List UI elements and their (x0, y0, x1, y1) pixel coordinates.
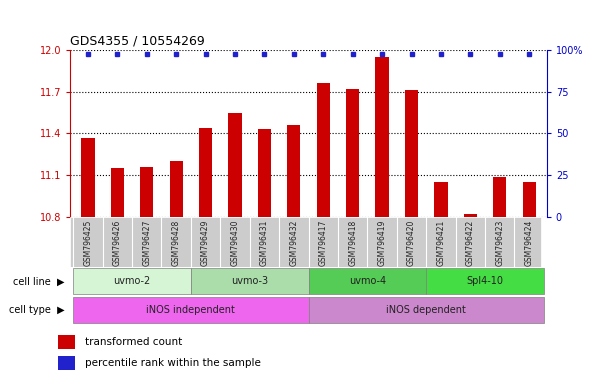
Bar (464, 214, 477, 217)
Text: uvmo-4: uvmo-4 (349, 276, 386, 286)
Bar (170, 161, 183, 217)
Bar (434, 182, 448, 217)
Text: GSM796423: GSM796423 (496, 220, 504, 266)
Bar (309, 268, 426, 294)
Text: transformed count: transformed count (85, 337, 182, 347)
Text: GSM796432: GSM796432 (290, 220, 298, 266)
Text: uvmo-2: uvmo-2 (114, 276, 151, 286)
Text: GSM796427: GSM796427 (142, 220, 152, 266)
Text: iNOS independent: iNOS independent (147, 305, 235, 314)
Text: GSM796430: GSM796430 (230, 220, 240, 266)
Text: GSM796426: GSM796426 (113, 220, 122, 266)
Bar (426, 268, 544, 294)
Text: GDS4355 / 10554269: GDS4355 / 10554269 (70, 34, 205, 47)
Bar (376, 57, 389, 217)
Text: cell type  ▶: cell type ▶ (9, 305, 64, 315)
Bar (58, 356, 75, 370)
Text: cell line  ▶: cell line ▶ (13, 276, 64, 286)
Bar (73, 268, 191, 294)
Bar (493, 177, 507, 217)
Bar (316, 83, 330, 217)
Text: GSM796421: GSM796421 (436, 220, 445, 266)
Bar (309, 297, 544, 323)
Text: iNOS dependent: iNOS dependent (386, 305, 466, 314)
Bar (287, 125, 301, 217)
Text: GSM796425: GSM796425 (84, 220, 92, 266)
Bar (229, 113, 241, 217)
Bar (58, 335, 75, 349)
Text: GSM796429: GSM796429 (201, 220, 210, 266)
Bar (346, 89, 359, 217)
Text: Spl4-10: Spl4-10 (467, 276, 503, 286)
Text: GSM796417: GSM796417 (319, 220, 327, 266)
Text: GSM796428: GSM796428 (172, 220, 181, 266)
Bar (73, 297, 309, 323)
Text: GSM796424: GSM796424 (525, 220, 533, 266)
Text: GSM796431: GSM796431 (260, 220, 269, 266)
Text: uvmo-3: uvmo-3 (231, 276, 268, 286)
Text: GSM796422: GSM796422 (466, 220, 475, 266)
Bar (140, 167, 153, 217)
Text: GSM796420: GSM796420 (407, 220, 416, 266)
Text: GSM796419: GSM796419 (378, 220, 387, 266)
Bar (405, 90, 418, 217)
Bar (258, 129, 271, 217)
Bar (81, 137, 95, 217)
Bar (191, 268, 309, 294)
Text: GSM796418: GSM796418 (348, 220, 357, 266)
Text: percentile rank within the sample: percentile rank within the sample (85, 358, 261, 368)
Bar (111, 168, 124, 217)
Bar (522, 182, 536, 217)
Bar (199, 128, 212, 217)
